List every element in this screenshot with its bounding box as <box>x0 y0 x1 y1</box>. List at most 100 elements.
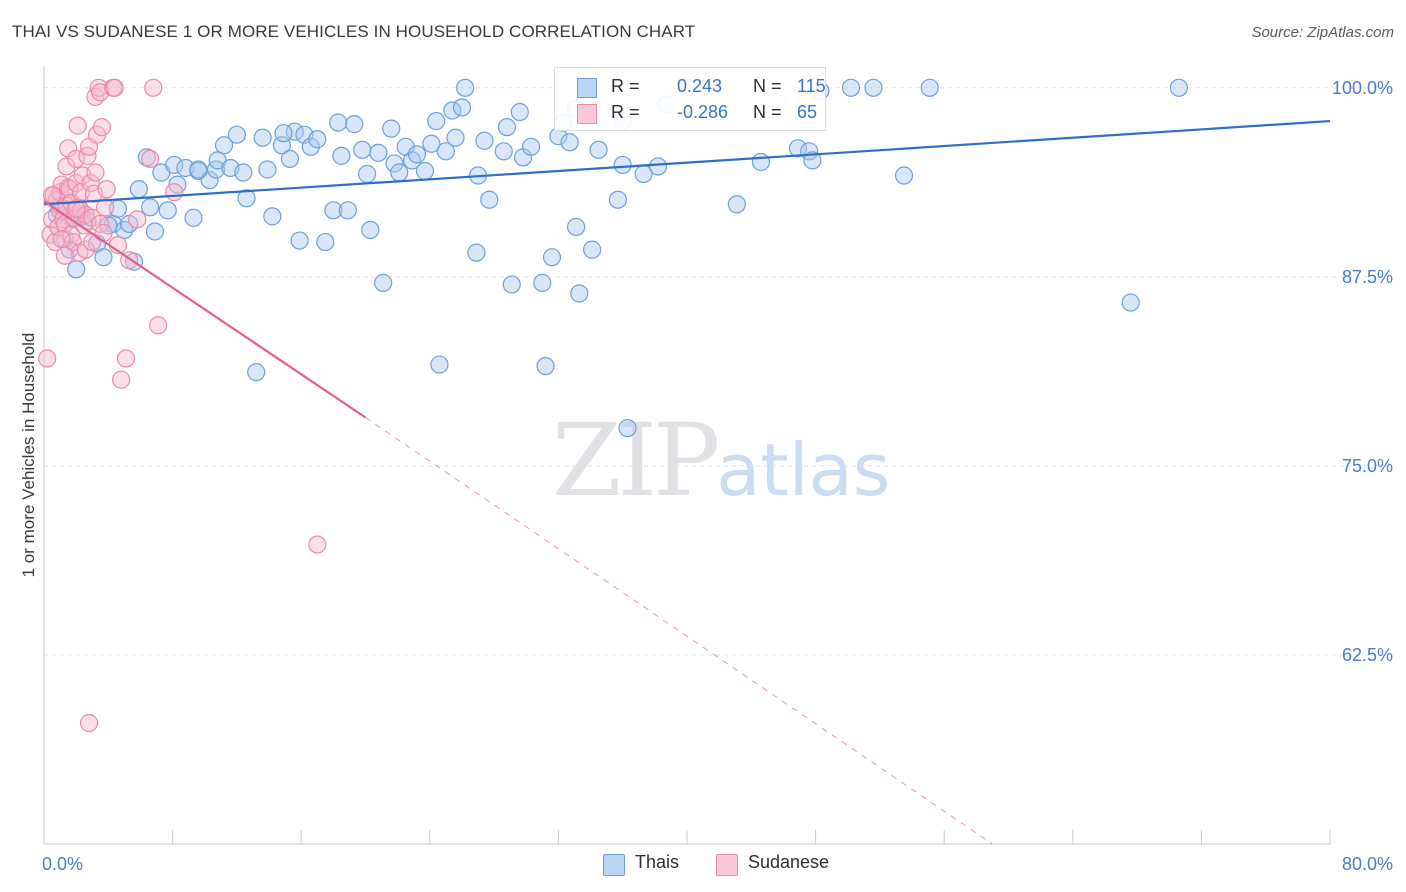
sudanese-swatch <box>577 104 597 124</box>
thai-point <box>436 142 455 161</box>
thai-point <box>214 136 234 155</box>
y-tick-label: 75.0% <box>1342 456 1393 476</box>
thai-point <box>467 243 486 262</box>
thai-point <box>618 418 637 438</box>
thai-point <box>494 142 513 161</box>
thai-point <box>308 130 327 149</box>
thai-point <box>570 284 589 303</box>
thai-point <box>67 260 86 279</box>
legend-label-thais: Thais <box>635 852 680 872</box>
thai-point <box>189 160 208 179</box>
thai-point <box>864 78 883 97</box>
thai-point <box>234 163 253 182</box>
watermark-zip: ZIP <box>552 402 720 519</box>
thai-point <box>316 232 335 252</box>
thai-point <box>415 161 435 181</box>
thai-point <box>510 102 529 122</box>
thai-point <box>446 128 465 147</box>
sudanese-swatch <box>716 854 738 876</box>
thai-point <box>390 163 409 182</box>
thai-point <box>1169 78 1188 97</box>
thai-point <box>475 131 494 150</box>
thai-point <box>452 98 472 117</box>
chart-title: THAI VS SUDANESE 1 OR MORE VEHICLES IN H… <box>12 22 696 41</box>
thai-point <box>361 220 380 240</box>
y-axis-label: 1 or more Vehicles in Household <box>19 332 38 578</box>
sudanese-point <box>92 118 111 137</box>
thai-trend-line <box>43 119 1331 206</box>
correlation-legend: R = 0.243 N = 115 R = -0.286 N = 65 <box>554 67 826 131</box>
thai-point <box>803 151 822 170</box>
sudanese-point <box>67 173 86 193</box>
legend-r-label: R = <box>611 76 640 96</box>
thai-point <box>332 146 351 165</box>
thai-point <box>841 78 861 97</box>
thai-point <box>324 201 343 220</box>
thai-point <box>301 137 320 156</box>
tick-labels: 62.5% 75.0% 87.5% 100.0% 0.0% 80.0% <box>42 78 1393 874</box>
sudanese-point <box>52 229 71 249</box>
thai-point <box>280 149 300 168</box>
thai-point <box>374 273 393 293</box>
axes <box>43 66 1331 845</box>
legend-n-label: N = <box>753 102 782 122</box>
sudanese-point <box>67 199 86 218</box>
sudanese-point <box>112 370 131 389</box>
thai-point <box>648 157 668 176</box>
thai-point <box>237 189 256 208</box>
legend-r-value: 0.243 <box>677 76 723 96</box>
legend-n-label: N = <box>753 76 782 96</box>
thai-point <box>247 363 266 382</box>
thai-point <box>345 115 364 134</box>
thai-point <box>353 140 372 159</box>
legend-n-value: 65 <box>797 102 818 122</box>
thai-point <box>751 152 771 172</box>
sudanese-point <box>116 349 136 368</box>
thai-point <box>536 356 555 376</box>
thai-point <box>589 140 608 159</box>
thai-point <box>129 180 148 199</box>
thai-point <box>184 208 203 227</box>
sudanese-point <box>57 157 76 176</box>
sudanese-point <box>144 78 163 97</box>
sudanese-point <box>308 535 327 554</box>
y-tick-label: 62.5% <box>1342 645 1393 665</box>
legend-r-value: -0.286 <box>677 102 729 122</box>
thai-point <box>158 201 177 220</box>
sudanese-point <box>38 349 57 368</box>
thai-point <box>1121 293 1140 312</box>
sudanese-point <box>97 180 116 199</box>
sudanese-point <box>79 713 99 733</box>
thai-point <box>427 111 446 131</box>
thai-point <box>338 201 357 220</box>
sudanese-point <box>140 149 160 168</box>
x-tick-label: 0.0% <box>42 854 83 874</box>
y-tick-label: 100.0% <box>1332 78 1393 98</box>
thai-point <box>165 155 184 175</box>
thai-point <box>258 160 277 179</box>
thai-point <box>369 143 388 162</box>
sudanese-point <box>128 210 147 229</box>
sudanese-point <box>68 116 87 135</box>
thai-swatch <box>577 78 597 98</box>
thai-point <box>533 273 552 293</box>
sudanese-point <box>76 240 95 259</box>
thai-point <box>788 139 808 158</box>
thai-point <box>407 145 427 164</box>
sudanese-point <box>95 198 115 217</box>
sudanese-point <box>67 149 86 168</box>
sudanese-point <box>94 223 113 243</box>
y-tick-label: 87.5% <box>1342 267 1393 287</box>
thai-point <box>358 164 377 184</box>
thai-point <box>502 275 521 294</box>
thai-point <box>263 207 282 226</box>
sudanese-points <box>38 78 327 733</box>
sudanese-point <box>149 316 168 335</box>
sudanese-point <box>105 78 124 97</box>
thai-point <box>227 125 246 144</box>
legend-n-value: 115 <box>797 76 826 96</box>
thai-point <box>480 190 499 209</box>
legend-label-sudanese: Sudanese <box>748 852 830 872</box>
thai-point <box>253 128 272 147</box>
